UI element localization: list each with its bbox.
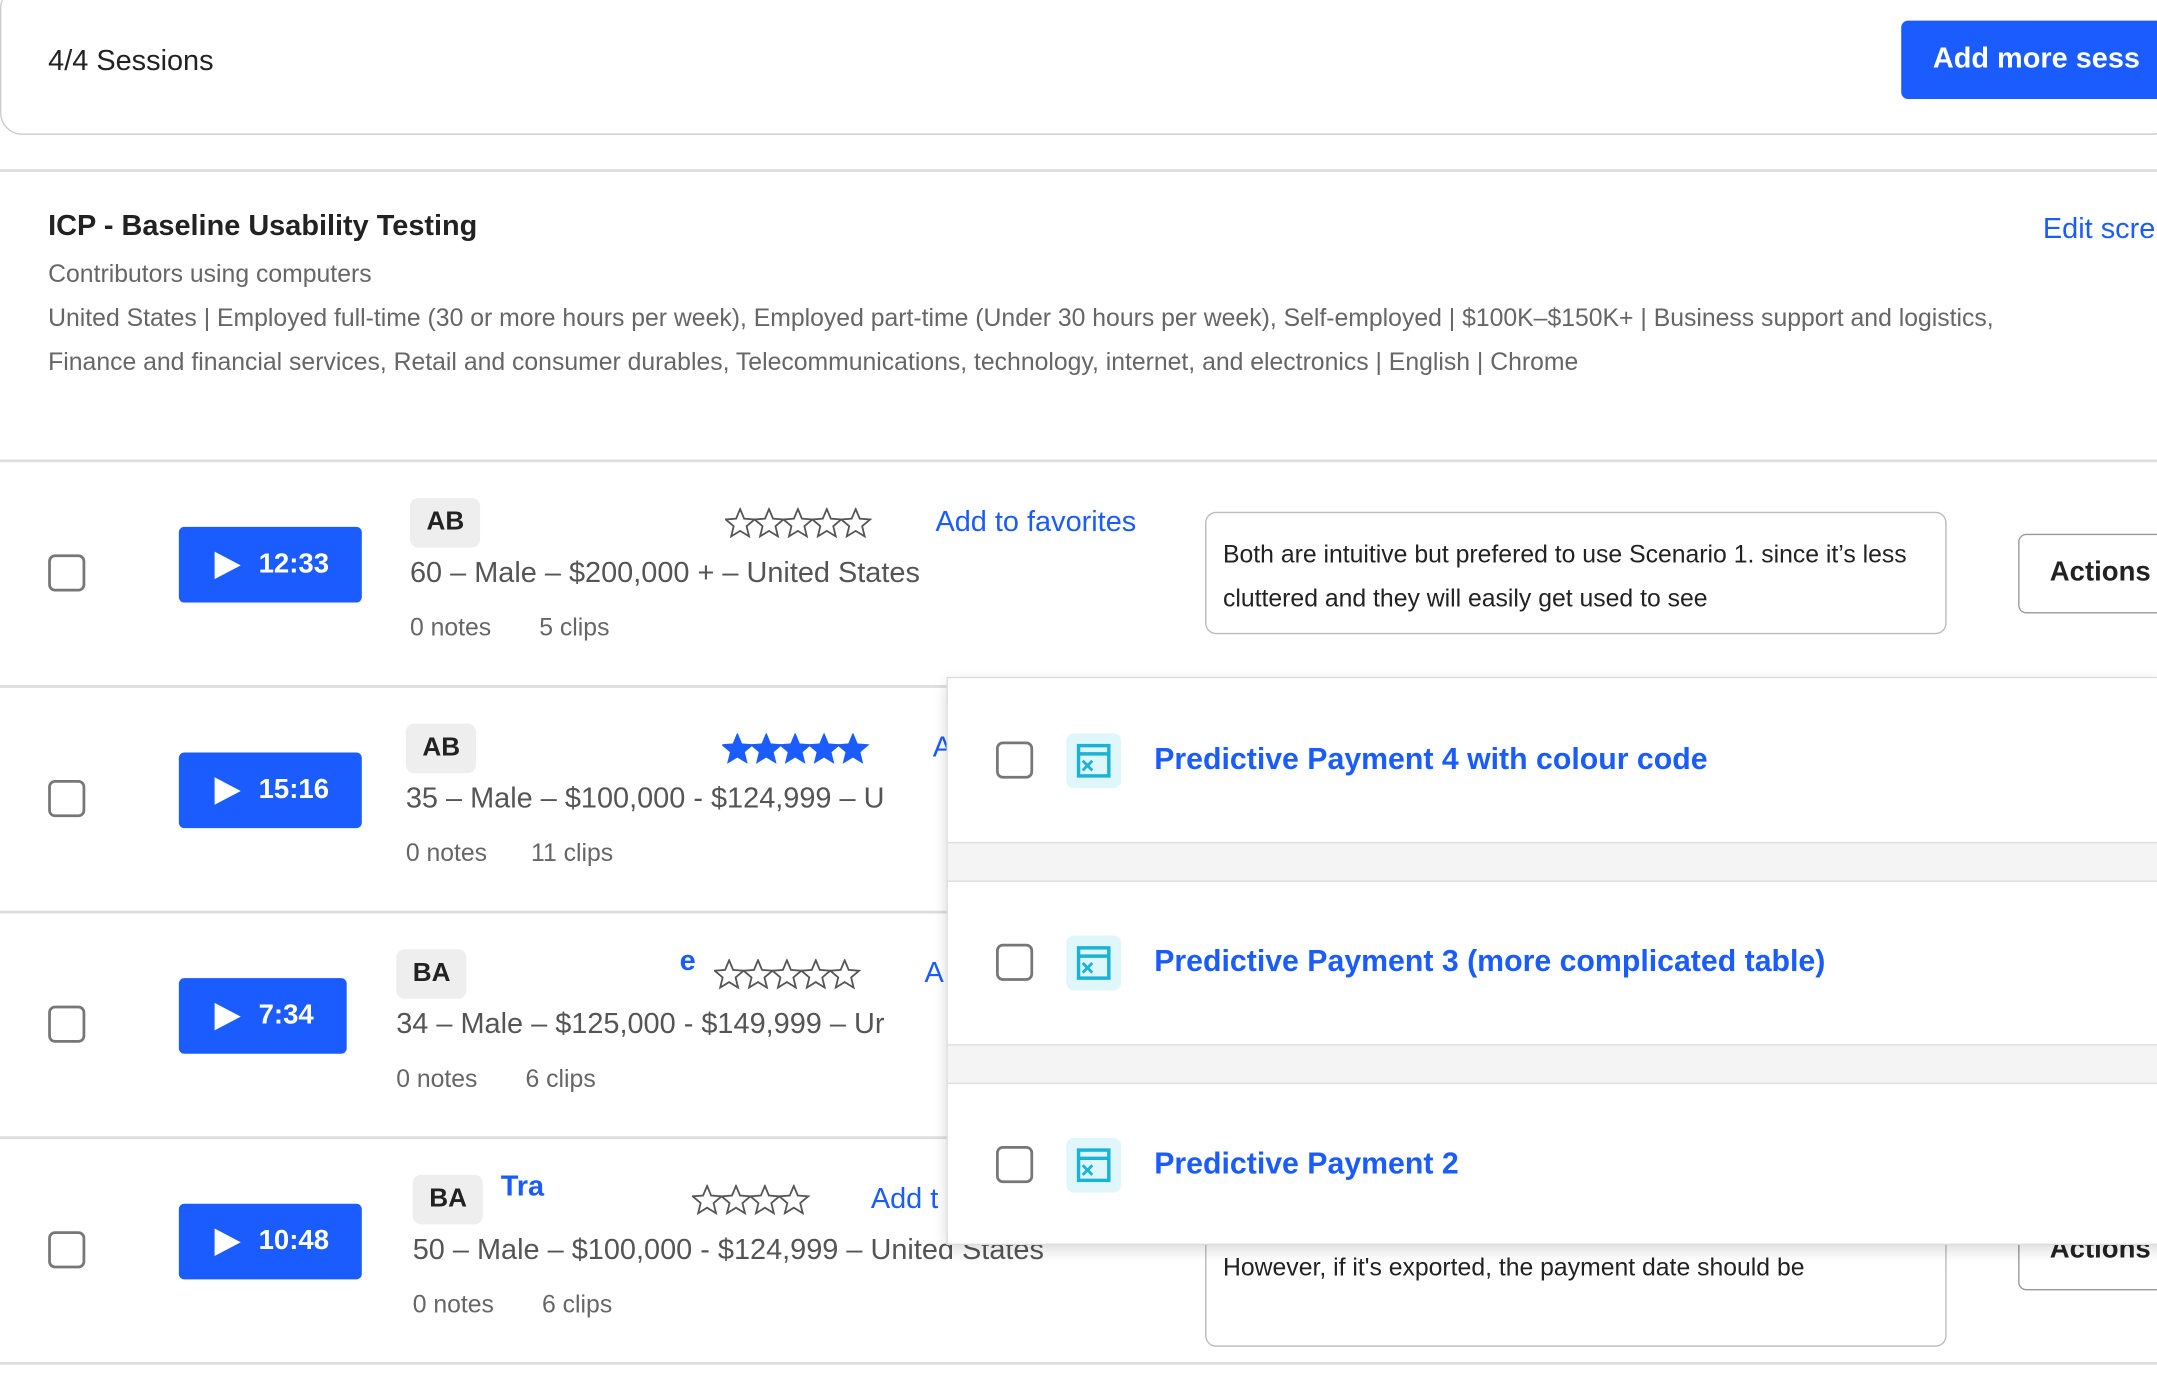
add-sessions-button[interactable]: Add more sess [1901, 20, 2157, 100]
initials-badge: AB [409, 498, 481, 548]
star[interactable] [810, 507, 844, 539]
star[interactable] [719, 1184, 753, 1216]
star[interactable] [839, 507, 873, 539]
star[interactable] [778, 733, 812, 764]
study-option[interactable]: Predictive Payment 3 (more complicated t… [1154, 943, 1826, 979]
star[interactable] [781, 507, 815, 539]
checkbox[interactable] [48, 554, 86, 592]
star[interactable] [691, 1184, 724, 1216]
add-favorites[interactable]: A [924, 957, 944, 990]
note-textarea[interactable]: Both are intuitive but prefered to use S… [1205, 511, 1947, 635]
star[interactable] [799, 958, 833, 990]
duration: 7:34 [258, 1000, 314, 1031]
rating[interactable] [724, 507, 876, 541]
play-button[interactable]: 7:34 [178, 978, 347, 1054]
study-icon [1066, 1137, 1122, 1193]
duration: 15:16 [258, 774, 330, 805]
duration: 10:48 [258, 1225, 330, 1257]
demographics: 50 – Male – $100,000 - $124,999 – United… [412, 1234, 1044, 1266]
dropdown: Predictive Payment 4 with colour code Pre… [946, 676, 2157, 1246]
play-icon [214, 776, 241, 805]
star[interactable] [749, 733, 783, 764]
duration: 12:33 [258, 548, 330, 580]
edit-link-text[interactable]: Edit scre [2042, 213, 2156, 245]
rating[interactable] [722, 733, 873, 766]
clips-count: 11 clips [531, 839, 614, 867]
play-button[interactable]: 10:48 [178, 1203, 363, 1280]
initials-badge: BA [412, 1174, 484, 1225]
play-icon [214, 1227, 241, 1256]
star[interactable] [836, 733, 870, 764]
initials-badge: AB [405, 723, 477, 774]
checkbox[interactable] [48, 1231, 86, 1269]
actions-button[interactable]: Actions [2018, 533, 2157, 614]
star[interactable] [741, 958, 775, 990]
demographics: 34 – Male – $125,000 - $149,999 – Ur [396, 1008, 885, 1041]
study-icon [1066, 935, 1122, 991]
add-favorites[interactable]: Add t [870, 1183, 939, 1215]
rating[interactable] [691, 1184, 843, 1217]
star[interactable] [752, 507, 786, 539]
separator [947, 841, 2157, 882]
header-card [0, 0, 2157, 135]
clips-count: 6 clips [525, 1064, 596, 1093]
checkbox[interactable] [996, 741, 1034, 779]
initials-badge: BA [396, 949, 467, 999]
notes-count: 0 notes [396, 1064, 478, 1093]
star[interactable] [827, 958, 862, 990]
notes-count: 0 notes [405, 839, 488, 867]
checkbox[interactable] [48, 780, 86, 818]
study-option[interactable]: Predictive Payment 2 [1154, 1145, 1459, 1181]
divider [0, 459, 2157, 462]
play-button[interactable]: 12:33 [178, 526, 363, 603]
study-option[interactable]: Predictive Payment 4 with colour code [1154, 741, 1708, 776]
sessions-count: 4/4 Sessions [48, 45, 214, 78]
checkbox[interactable] [48, 1005, 86, 1043]
demographics: 60 – Male – $200,000 + – United States [409, 557, 920, 589]
checkbox[interactable] [996, 943, 1034, 981]
play-icon [214, 1002, 241, 1030]
star[interactable] [807, 733, 841, 764]
demographics: 35 – Male – $100,000 - $124,999 – U [405, 782, 885, 815]
separator [947, 1044, 2157, 1085]
screener-subtitle: Contributors using computers [48, 260, 372, 288]
star[interactable] [777, 1184, 811, 1216]
contributor-name[interactable]: Tra [500, 1170, 545, 1203]
star[interactable] [722, 733, 755, 764]
star[interactable] [713, 958, 746, 990]
row-divider [0, 1361, 2157, 1365]
edit-link[interactable]: Edit scre [2043, 213, 2155, 246]
play-button[interactable]: 15:16 [178, 752, 363, 829]
play-icon [214, 550, 241, 579]
screener-criteria: United States | Employed full-time (30 o… [48, 304, 1994, 375]
divider [0, 169, 2157, 172]
study-icon [1066, 733, 1122, 789]
notes-count: 0 notes [409, 613, 492, 642]
rating[interactable] [713, 958, 865, 992]
star[interactable] [770, 958, 804, 990]
star[interactable] [724, 507, 757, 539]
screener-title: ICP - Baseline Usability Testing [48, 210, 478, 243]
star[interactable] [748, 1184, 782, 1216]
notes-count: 0 notes [412, 1290, 494, 1318]
checkbox[interactable] [996, 1145, 1034, 1184]
add-favorites[interactable]: Add to favorites [935, 506, 1137, 538]
contributor-name[interactable]: e [679, 945, 696, 977]
clips-count: 5 clips [539, 613, 610, 642]
clips-count: 6 clips [542, 1290, 613, 1318]
